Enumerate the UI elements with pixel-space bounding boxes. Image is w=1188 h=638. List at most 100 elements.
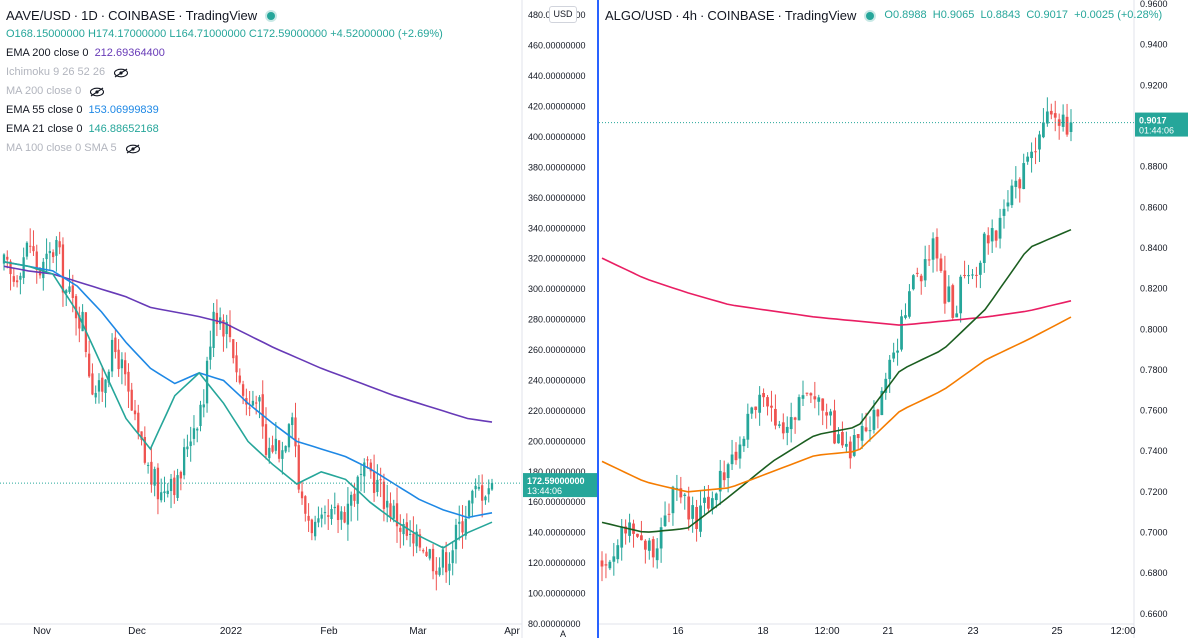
indicator-row[interactable]: MA 200 close 0 bbox=[6, 82, 443, 101]
candle-body bbox=[990, 228, 994, 242]
candle-body bbox=[68, 286, 71, 293]
algo-symbol-row[interactable]: ALGO/USD · 4h · COINBASE · TradingView O0.8… bbox=[605, 6, 1163, 25]
aave-symbol-row[interactable]: AAVE/USD · 1D · COINBASE · TradingView bbox=[6, 6, 443, 25]
aave-chart-pane[interactable]: 480.00000000460.00000000440.00000000420.… bbox=[0, 0, 597, 638]
candle-body bbox=[994, 230, 998, 241]
candle-body bbox=[310, 519, 314, 534]
ohlc-open: O0.8988 bbox=[884, 9, 927, 21]
candle-body bbox=[1045, 111, 1049, 124]
candle-body bbox=[982, 233, 986, 264]
currency-selector[interactable]: USD bbox=[549, 6, 577, 23]
hidden-eye-icon[interactable] bbox=[125, 144, 141, 154]
candle-body bbox=[892, 352, 896, 359]
candle-body bbox=[363, 462, 366, 477]
candle-body bbox=[376, 479, 379, 493]
interval-label[interactable]: 1D bbox=[81, 8, 98, 23]
candle-body bbox=[228, 324, 232, 338]
candle-body bbox=[655, 548, 659, 561]
hidden-eye-icon[interactable] bbox=[89, 87, 105, 97]
candle-body bbox=[726, 464, 730, 479]
candle-body bbox=[271, 445, 274, 452]
price-tick-label: 0.8800 bbox=[1140, 162, 1168, 172]
pane-divider[interactable] bbox=[597, 0, 599, 638]
candle-body bbox=[1049, 110, 1053, 115]
candle-body bbox=[852, 435, 856, 456]
candle-body bbox=[955, 313, 959, 318]
candle-body bbox=[382, 481, 386, 509]
candle-body bbox=[738, 444, 742, 459]
auto-scale-button[interactable]: A bbox=[560, 629, 567, 638]
aave-chart-canvas[interactable]: 480.00000000460.00000000440.00000000420.… bbox=[0, 0, 597, 638]
candle-body bbox=[127, 371, 130, 392]
candle-body bbox=[173, 477, 176, 496]
candle-body bbox=[474, 485, 477, 490]
ma-line bbox=[601, 228, 1072, 533]
candle-body bbox=[431, 548, 435, 572]
algo-ohlc: O0.8988 H0.9065 L0.8843 C0.9017 +0.0025 … bbox=[884, 6, 1162, 25]
candle-body bbox=[212, 311, 215, 348]
ohlc-open: O168.15000000 bbox=[6, 28, 85, 40]
algo-chart-pane[interactable]: 0.96000.94000.92000.90000.88000.86000.84… bbox=[599, 0, 1188, 638]
indicator-row[interactable]: EMA 55 close 0 153.06999839 bbox=[6, 101, 443, 120]
price-tick-label: 0.9600 bbox=[1140, 0, 1168, 9]
candle-body bbox=[143, 436, 146, 463]
candle-body bbox=[963, 274, 966, 276]
price-tick-label: 420.00000000 bbox=[528, 102, 586, 112]
candle-body bbox=[774, 408, 777, 426]
candle-body bbox=[35, 251, 38, 271]
candle-body bbox=[770, 405, 773, 408]
candle-body bbox=[186, 446, 189, 450]
candle-body bbox=[209, 346, 212, 360]
candle-body bbox=[781, 422, 785, 434]
candle-body bbox=[6, 256, 9, 260]
candle-body bbox=[1038, 134, 1041, 150]
candle-body bbox=[340, 511, 343, 520]
price-tick-label: 460.00000000 bbox=[528, 41, 586, 51]
interval-label[interactable]: 4h bbox=[682, 8, 697, 23]
candle-body bbox=[636, 533, 639, 537]
candle-body bbox=[392, 505, 395, 519]
price-tick-label: 300.00000000 bbox=[528, 284, 586, 294]
candle-body bbox=[481, 485, 484, 501]
price-tick-label: 0.7800 bbox=[1140, 365, 1168, 375]
candles-group bbox=[600, 97, 1073, 582]
candle-body bbox=[986, 235, 990, 244]
indicator-row[interactable]: Ichimoku 9 26 52 26 bbox=[6, 63, 443, 82]
indicator-row[interactable]: EMA 200 close 0 212.69364400 bbox=[6, 44, 443, 63]
symbol-name[interactable]: AAVE/USD bbox=[6, 8, 71, 23]
symbol-name[interactable]: ALGO/USD bbox=[605, 8, 673, 23]
price-tick-label: 320.00000000 bbox=[528, 254, 586, 264]
countdown-timer: 01:44:06 bbox=[1139, 126, 1174, 136]
candle-body bbox=[317, 518, 320, 523]
candle-body bbox=[182, 447, 186, 476]
price-tick-label: 0.9200 bbox=[1140, 80, 1168, 90]
candle-body bbox=[864, 427, 868, 432]
candle-body bbox=[441, 549, 445, 568]
live-status-dot bbox=[866, 11, 875, 20]
candle-body bbox=[908, 291, 911, 317]
price-tick-label: 0.7400 bbox=[1140, 446, 1168, 456]
candle-body bbox=[65, 290, 68, 294]
ohlc-high: H0.9065 bbox=[932, 9, 975, 21]
candle-body bbox=[428, 549, 431, 559]
candle-body bbox=[872, 409, 876, 430]
candle-body bbox=[461, 521, 464, 533]
indicator-row[interactable]: MA 100 close 0 SMA 5 bbox=[6, 139, 443, 158]
candle-body bbox=[51, 252, 55, 258]
ohlc-high: H174.17000000 bbox=[87, 28, 167, 40]
candle-body bbox=[467, 500, 471, 517]
algo-chart-canvas[interactable]: 0.96000.94000.92000.90000.88000.86000.84… bbox=[599, 0, 1188, 638]
candle-body bbox=[1006, 202, 1010, 207]
candle-body bbox=[343, 512, 346, 523]
candle-body bbox=[74, 296, 78, 319]
candle-body bbox=[896, 350, 899, 353]
indicator-row[interactable]: EMA 21 close 0 146.88652168 bbox=[6, 120, 443, 139]
candle-body bbox=[1034, 151, 1037, 153]
candle-body bbox=[258, 397, 261, 402]
candle-body bbox=[422, 550, 425, 552]
candle-body bbox=[762, 393, 765, 398]
hidden-eye-icon[interactable] bbox=[113, 68, 129, 78]
time-tick-label: Nov bbox=[33, 626, 51, 637]
